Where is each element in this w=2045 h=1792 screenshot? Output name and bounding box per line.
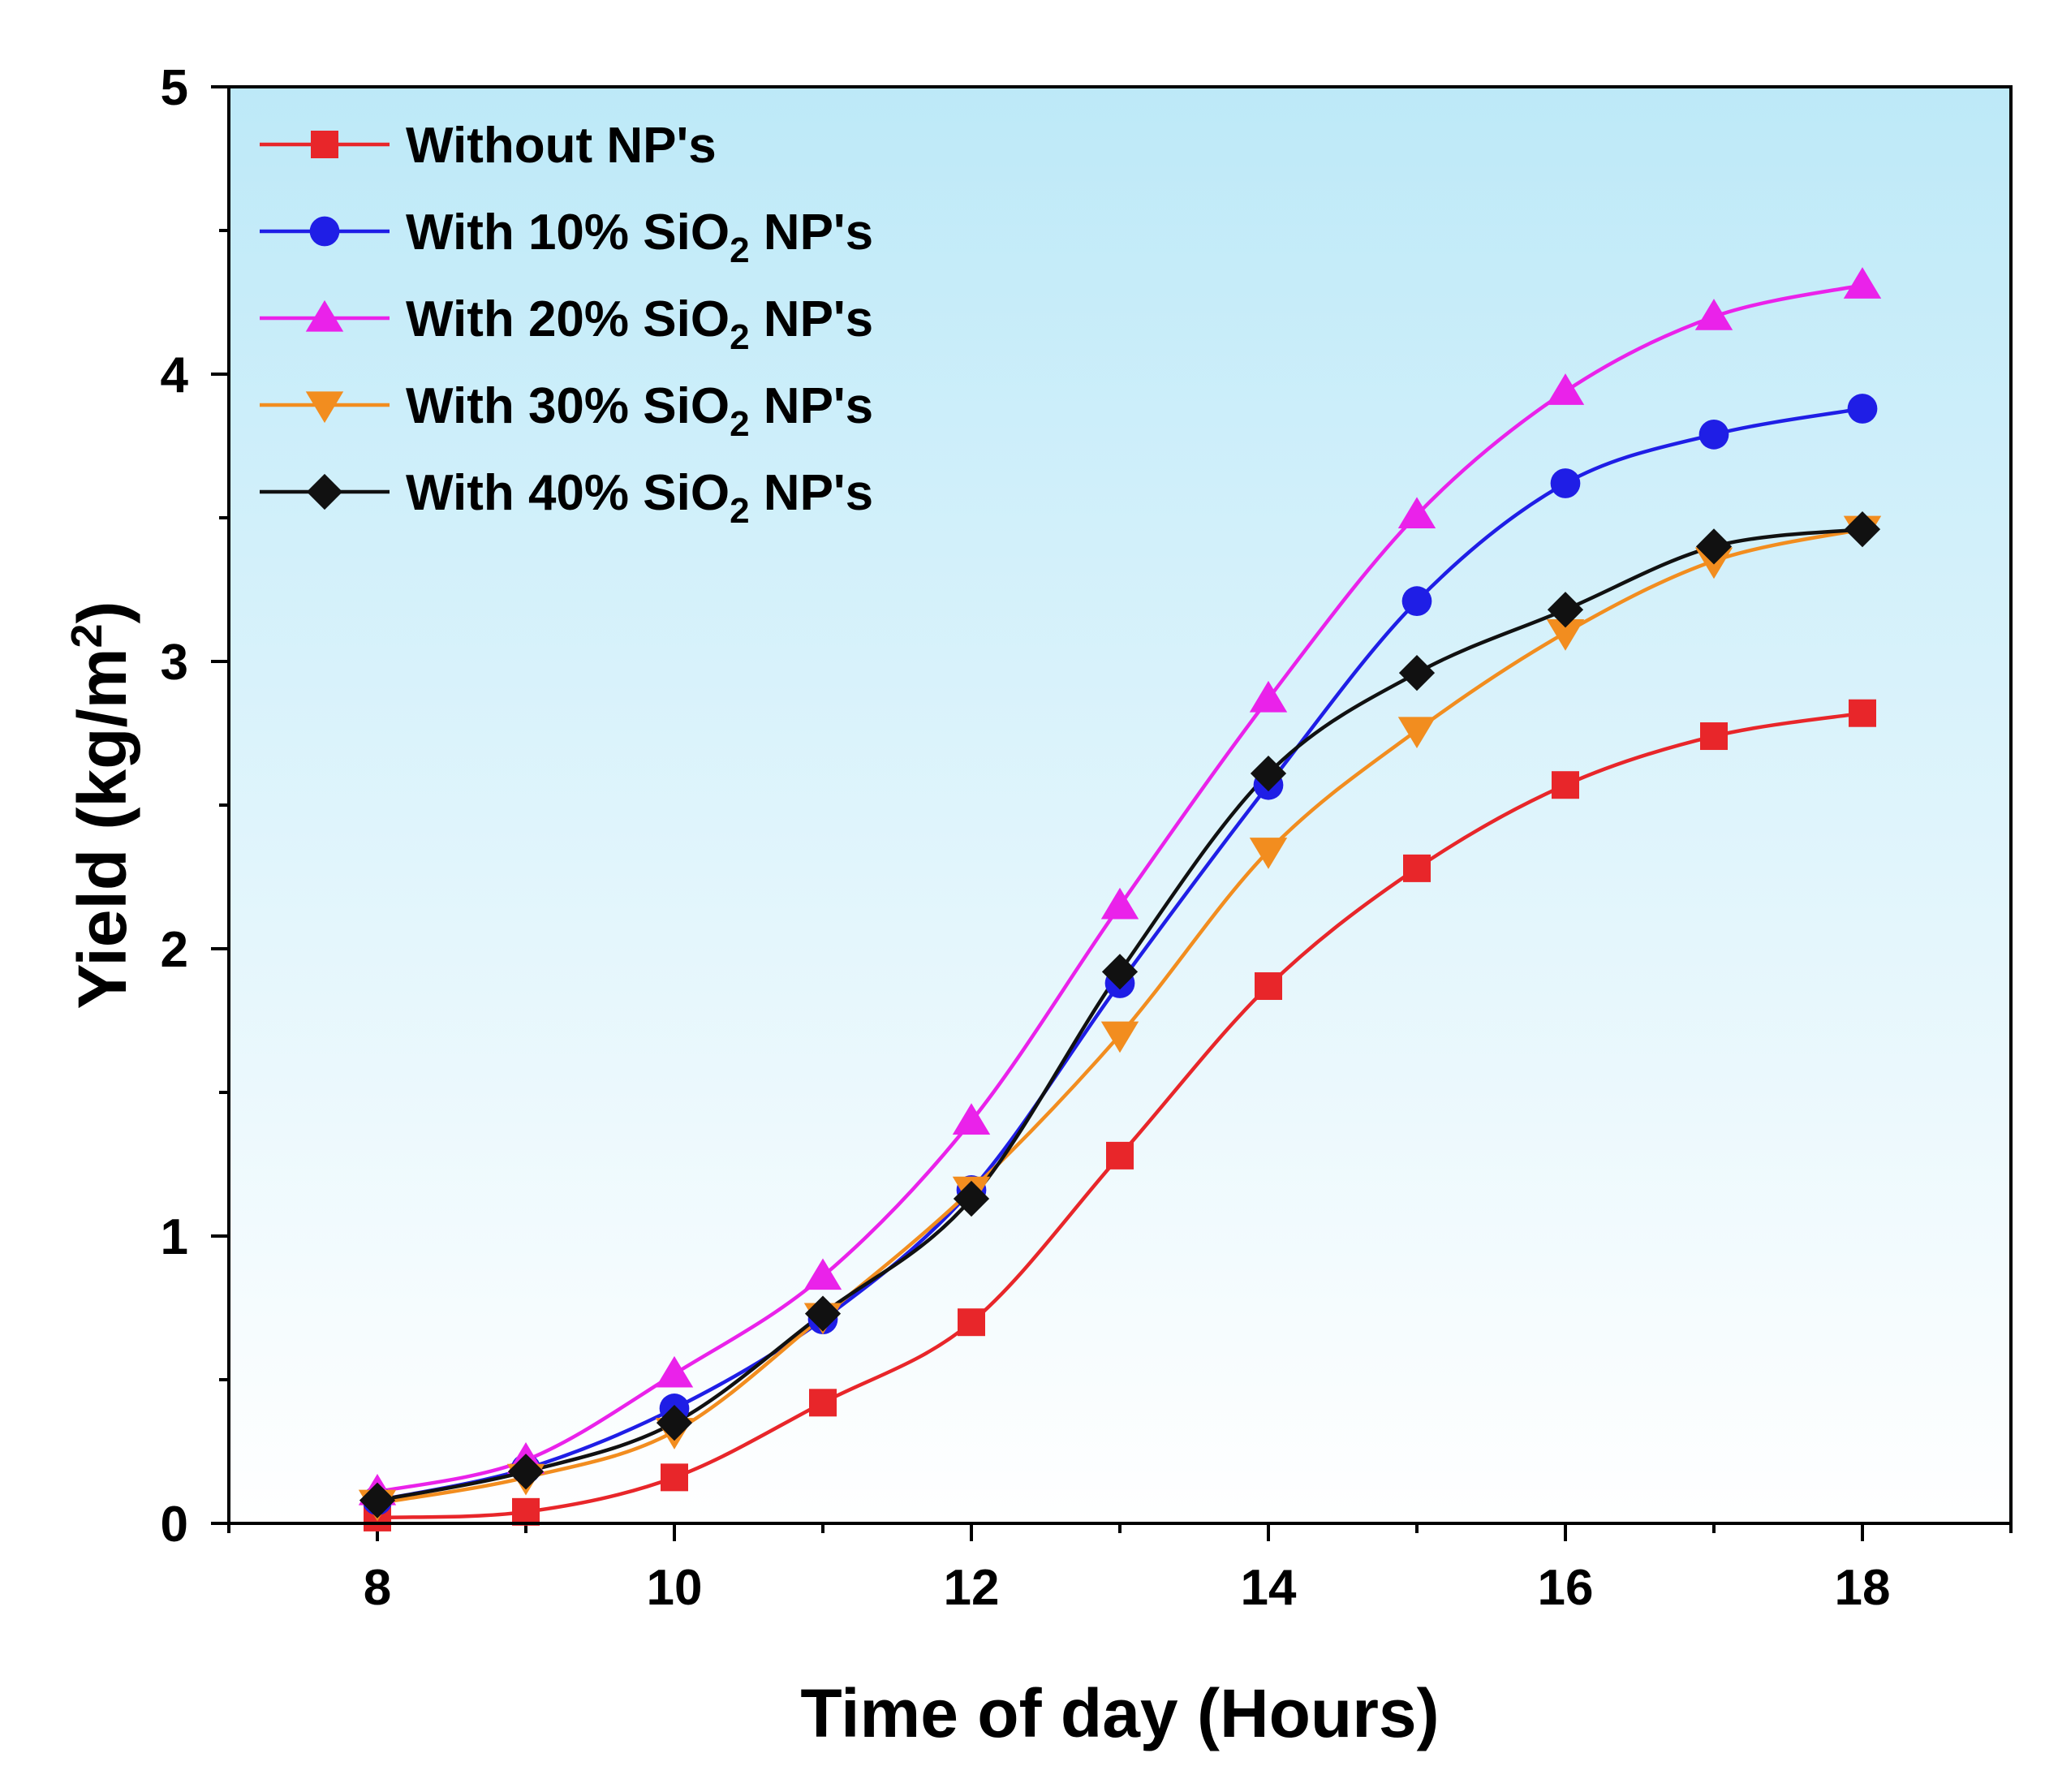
legend-label-main: With 10% SiO [406, 205, 730, 261]
data-point [1101, 954, 1139, 990]
legend-label-main: Without NP's [406, 118, 717, 174]
legend-label-main: With 20% SiO [406, 291, 730, 347]
legend-item-3: With 20% SiO2 NP's [260, 291, 873, 357]
legend-item-5: With 40% SiO2 NP's [260, 465, 873, 531]
data-point [1100, 887, 1139, 920]
x-tick-label: 10 [647, 1560, 703, 1616]
data-point [1694, 299, 1733, 330]
data-point [803, 1258, 842, 1290]
data-point [512, 1497, 540, 1526]
y-tick-label: 0 [161, 1497, 188, 1553]
data-point [1546, 373, 1585, 405]
legend-item-2: With 10% SiO2 NP's [260, 205, 873, 270]
data-point [1255, 972, 1282, 1001]
y-tick-label: 1 [161, 1209, 188, 1265]
series-markers [358, 267, 1882, 1531]
data-point [359, 1482, 396, 1518]
data-point [804, 1295, 842, 1332]
y-axis: 0 1 2 3 4 5 [161, 60, 229, 1553]
data-point [952, 1103, 991, 1135]
data-point [1849, 699, 1876, 727]
plot-frame [227, 85, 2013, 1525]
data-point [507, 1454, 545, 1490]
legend-marker [311, 131, 338, 158]
x-tick-label: 12 [944, 1560, 1000, 1616]
data-point [953, 1180, 990, 1217]
data-point [1547, 592, 1584, 628]
data-point [1250, 755, 1287, 792]
data-point [1249, 838, 1288, 869]
y-axis-title-main: Yield (kg/m [64, 648, 140, 1010]
legend-label-end: NP's [750, 378, 874, 434]
legend-label-subscript: 2 [730, 491, 749, 531]
data-point [1847, 394, 1878, 424]
legend-label-end: NP's [750, 205, 874, 261]
data-point [1397, 717, 1436, 749]
legend-marker [306, 473, 343, 510]
legend-label-end: NP's [750, 465, 874, 521]
legend-label: With 30% SiO2 NP's [406, 378, 873, 444]
data-point [958, 1308, 985, 1337]
y-tick-label: 3 [161, 635, 188, 691]
y-axis-title: Yield (kg/m2) [62, 601, 140, 1009]
x-axis: 8 10 12 14 16 18 [227, 1523, 2013, 1616]
y-axis-title-superscript: 2 [62, 623, 111, 648]
data-point [1403, 854, 1431, 882]
legend-label-main: With 40% SiO [406, 465, 730, 521]
legend-label-subscript: 2 [730, 317, 749, 357]
y-tick-label: 5 [161, 60, 188, 116]
data-point [1700, 722, 1728, 751]
legend-marker [305, 391, 344, 424]
legend-label: With 40% SiO2 NP's [406, 465, 873, 531]
legend-label: Without NP's [406, 118, 717, 174]
data-point [809, 1389, 837, 1417]
data-point [655, 1355, 694, 1388]
data-point [1401, 586, 1432, 617]
legend-label-main: With 30% SiO [406, 378, 730, 434]
x-tick-label: 8 [364, 1560, 391, 1616]
data-point [656, 1405, 693, 1441]
data-point [1106, 1141, 1134, 1170]
legend-marker [309, 216, 340, 247]
legend-item-4: With 30% SiO2 NP's [260, 378, 873, 444]
legend-label-subscript: 2 [730, 404, 749, 444]
y-axis-title-end: ) [64, 601, 140, 623]
series-markers-5 [359, 511, 1881, 1518]
y-tick-label: 2 [161, 922, 188, 978]
legend-label-end: NP's [750, 291, 874, 347]
data-point [1546, 619, 1585, 651]
data-point [1100, 1021, 1139, 1053]
data-point [1397, 497, 1436, 529]
data-point [1550, 468, 1581, 498]
x-tick-label: 16 [1538, 1560, 1594, 1616]
x-axis-title: Time of day (Hours) [800, 1675, 1439, 1751]
legend-marker [305, 299, 344, 332]
x-tick-label: 18 [1835, 1560, 1891, 1616]
series-markers-1 [364, 699, 1876, 1531]
x-tick-label: 14 [1241, 1560, 1297, 1616]
data-point [1695, 528, 1733, 565]
data-point [1698, 419, 1729, 450]
legend-label: With 20% SiO2 NP's [406, 291, 873, 357]
data-point [1398, 655, 1436, 691]
data-point [1552, 771, 1579, 799]
data-point [1249, 680, 1288, 713]
y-tick-label: 4 [161, 347, 189, 403]
data-point [1844, 511, 1881, 548]
data-point [1843, 267, 1882, 299]
data-point [661, 1463, 688, 1492]
legend-label-subscript: 2 [730, 230, 749, 270]
legend-label: With 10% SiO2 NP's [406, 205, 873, 270]
legend-item-1: Without NP's [260, 118, 717, 174]
